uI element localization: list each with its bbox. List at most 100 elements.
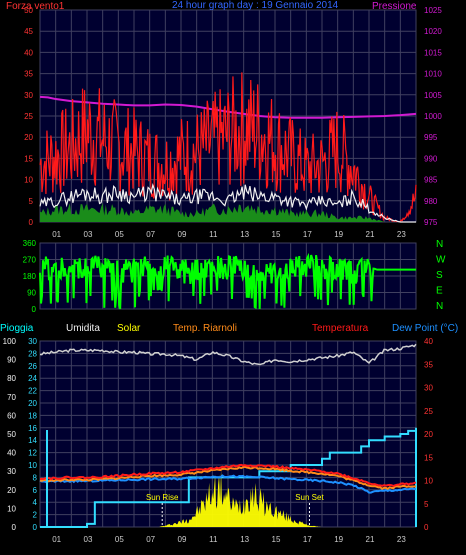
time-tick-label: 05 [115,535,124,544]
wind-tick-label: 15 [24,154,33,163]
time-tick-label: 15 [272,230,281,239]
rain-line [40,427,417,528]
direction-degree-ticks: 0 90 180 270 360 [23,239,37,314]
time-tick-label: 21 [366,535,375,544]
wind-tick-label: 35 [24,70,33,79]
temperature-tick-label: 20 [424,430,433,439]
rain-tick-label: 20 [28,399,37,408]
wind-gust-line [39,72,417,223]
rain-tick-label: 12 [28,449,37,458]
temperature-tick-label: 0 [424,523,429,532]
pressure-tick-label: 1020 [424,27,442,36]
rain-tick-label: 16 [28,424,37,433]
degree-tick-label: 360 [23,239,37,248]
time-tick-label: 07 [146,535,155,544]
temperature-tick-label: 15 [424,453,433,462]
rain-tick-label: 22 [28,387,37,396]
solar-area [40,469,416,527]
time-tick-label: 11 [209,230,218,239]
rain-tick-label: 26 [28,362,37,371]
temperature-tick-label: 40 [424,337,433,346]
compass-letter: E [436,286,443,297]
pressure-tick-label: 985 [424,176,438,185]
humidity-tick-label: 60 [7,411,16,420]
degree-tick-label: 90 [27,289,36,298]
time-tick-label: 19 [334,535,343,544]
legend-label: Dew Point (°C) [392,323,458,334]
rain-tick-label: 30 [28,337,37,346]
rain-tick-label: 2 [33,511,38,520]
time-tick-label: 05 [115,230,124,239]
time-tick-label: 09 [178,535,187,544]
rain-tick-label: 18 [28,411,37,420]
compass-letter: W [436,255,446,266]
humidity-tick-label: 40 [7,449,16,458]
time-axis-ticks-bottom: 01 03 05 07 09 11 13 15 17 19 21 23 [52,535,406,544]
time-tick-label: 23 [397,535,406,544]
temperature-tick-label: 35 [424,360,433,369]
time-tick-label: 13 [240,230,249,239]
legend-header: Pioggia Umidita Solar Temp. Riarnoli Tempera… [0,323,458,334]
pressure-tick-label: 1015 [424,48,442,57]
humidity-tick-label: 100 [3,337,17,346]
time-tick-label: 17 [303,535,312,544]
legend-label: Umidita [66,323,100,334]
rain-tick-label: 0 [33,523,38,532]
pressure-tick-label: 1005 [424,91,442,100]
rain-tick-label: 28 [28,349,37,358]
time-tick-label: 01 [52,230,61,239]
humidity-tick-label: 10 [7,504,16,513]
legend-label: Solar [117,323,141,334]
temperature-line [39,463,417,487]
compass-letter: S [436,270,443,281]
legend-label: Pioggia [0,323,34,334]
pressure-tick-label: 1000 [424,112,442,121]
humidity-tick-label: 70 [7,393,16,402]
compass-letter: N [436,301,443,312]
wind-mean-line [39,183,416,223]
temperature-tick-label: 30 [424,384,433,393]
compass-letter: N [436,239,443,250]
humidity-line [39,343,417,366]
chart-title: 24 hour graph day : 19 Gennaio 2014 [172,0,339,11]
rain-tick-label: 14 [28,436,37,445]
pressure-tick-label: 1025 [424,6,442,15]
time-tick-label: 07 [146,230,155,239]
pressure-tick-label: 975 [424,218,438,227]
time-tick-label: 23 [397,230,406,239]
time-tick-label: 19 [334,230,343,239]
wind-tick-label: 5 [29,197,34,206]
time-tick-label: 17 [303,230,312,239]
pressure-tick-label: 990 [424,154,438,163]
degree-tick-label: 180 [23,272,37,281]
sun-marker-label: Sun Set [295,493,324,502]
sun-marker-label: Sun Rise [146,493,179,502]
wind-pressure-panel: Forza vento1 24 hour graph day : 19 Genn… [6,0,442,239]
time-tick-label: 13 [240,535,249,544]
rain-tick-label: 6 [33,486,38,495]
wind-tick-label: 45 [24,27,33,36]
legend-label: Temperatura [312,323,369,334]
humidity-tick-label: 30 [7,467,16,476]
degree-tick-label: 270 [23,256,37,265]
humidity-tick-label: 50 [7,430,16,439]
wind-tick-label: 50 [24,6,33,15]
temperature-tick-label: 10 [424,477,433,486]
rain-tick-label: 24 [28,374,37,383]
wind-base-area [40,203,416,222]
temperature-rain-panel: Pioggia Umidita Solar Temp. Riarnoli Tempera… [0,323,458,544]
pressure-label: Pressione [372,1,417,12]
wind-strength-label: Forza vento1 [6,1,65,12]
time-tick-label: 01 [52,535,61,544]
pressure-tick-label: 1010 [424,70,442,79]
degree-tick-label: 0 [32,305,37,314]
wind-tick-label: 10 [24,176,33,185]
temperature-axis-ticks: 0 5 10 15 20 25 30 35 40 [424,337,433,532]
temperature-tick-label: 25 [424,407,433,416]
wind-direction-line [39,252,416,310]
legend-label: Temp. Riarnoli [173,323,237,334]
wind-axis-ticks: 0 5 10 15 20 25 30 35 40 45 50 [24,6,33,227]
